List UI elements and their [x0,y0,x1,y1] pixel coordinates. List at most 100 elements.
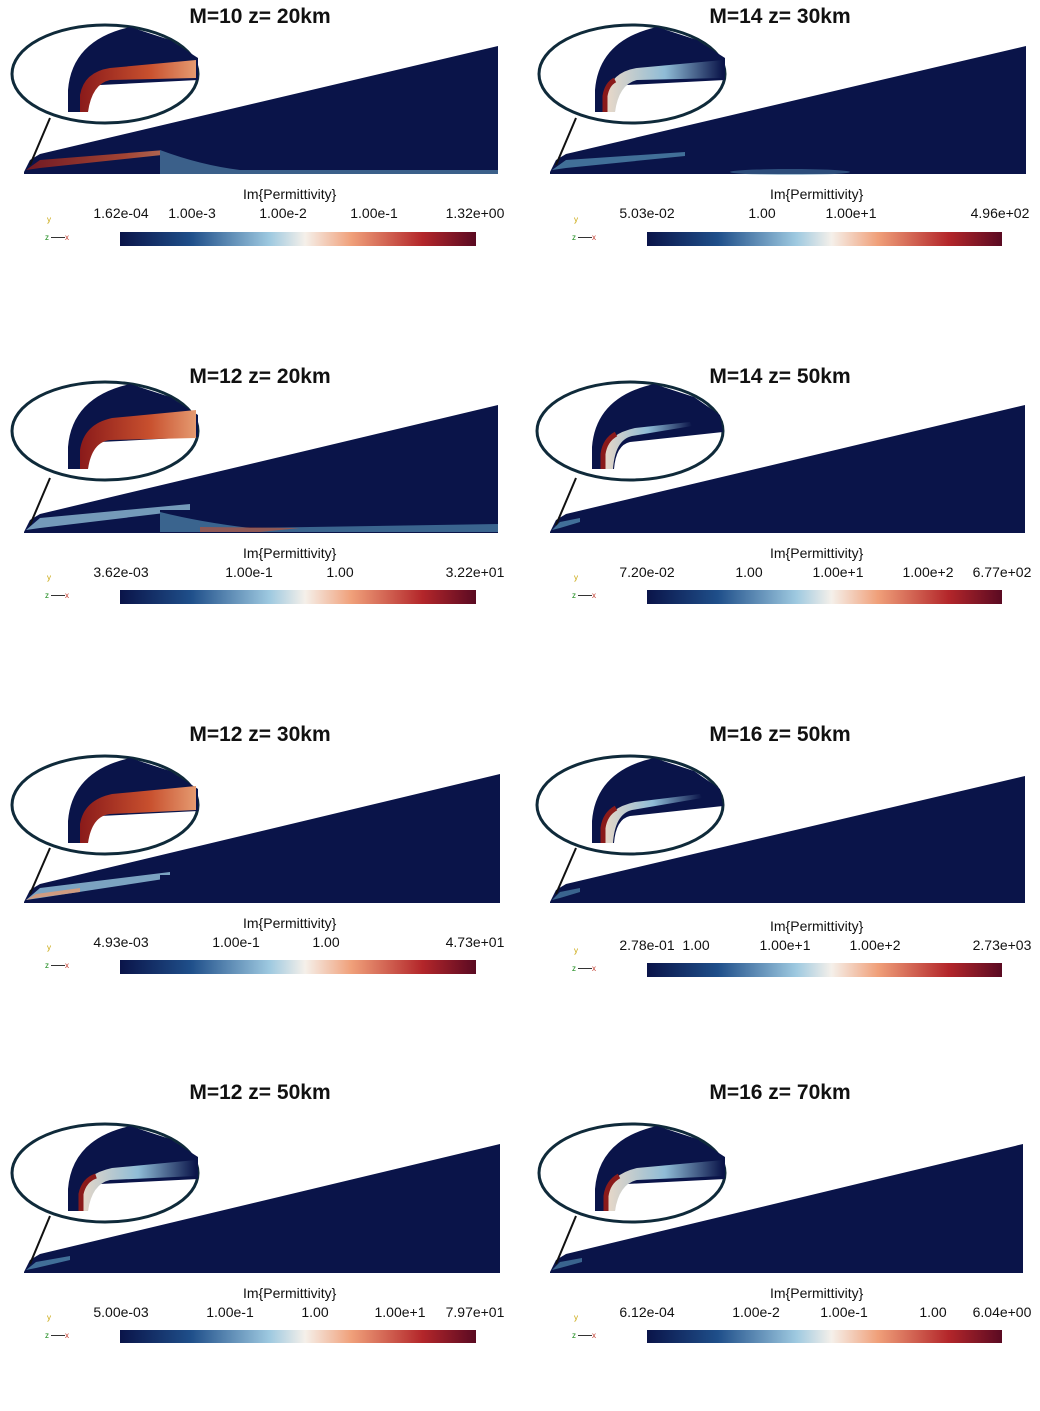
boundary-layer-band [26,504,190,530]
panel-m16-z70: M=16 z= 70km Im{Permittivity} 6.12e-04 1… [520,1076,1040,1411]
colorbar-tick: 1.00e-2 [259,205,307,221]
colorbar-tick: 1.00e-1 [212,934,260,950]
vehicle-body [550,776,1025,903]
vehicle-body [550,405,1025,533]
panel-m10-z20: M=10 z= 20km Im{Permittivity} 1.62e-04 1… [0,0,520,335]
colorbar-tick: 1.62e-04 [93,205,149,221]
field-plot [10,380,498,533]
panel-title: M=14 z= 30km [709,5,851,28]
vehicle-body [24,1144,500,1273]
colorbar-tick: 1.00e-1 [350,205,398,221]
field-plot [537,1122,1023,1273]
panel-m12-z20: M=12 z= 20km Im{Permittivity} 3.62e-03 1… [0,360,520,695]
colorbar-tick: 1.00e+2 [849,937,901,953]
colorbar [647,590,1002,604]
colorbar-tick: 4.93e-03 [93,934,149,950]
colorbar-tick: 7.97e+01 [445,1304,505,1320]
vehicle-body [550,1144,1023,1273]
zoom-leader-line [29,477,51,526]
colorbar-tick: 1.00 [919,1304,947,1320]
colorbar-tick: 2.78e-01 [619,937,675,953]
colorbar-tick: 1.00 [735,564,763,580]
colorbar [647,1330,1002,1343]
panel-m14-z30: M=14 z= 30km Im{Permittivity} 5.03e-02 1… [520,0,1040,335]
colorbar-tick: 6.77e+02 [972,564,1032,580]
colorbar-tick: 1.00e-3 [168,205,216,221]
colorbar [120,232,476,246]
zoom-leader-line [555,1215,577,1265]
colorbar-title: Im{Permittivity} [770,186,864,202]
colorbar-tick: 5.00e-03 [93,1304,149,1320]
colorbar [647,232,1002,246]
zoom-leader-line [29,847,51,895]
colorbar-title: Im{Permittivity} [770,1285,864,1301]
field-plot [535,754,1025,903]
zoom-leader-line [555,847,577,895]
panel-title: M=10 z= 20km [189,5,331,28]
zoom-leader-line [29,117,51,166]
colorbar-tick: 3.22e+01 [445,564,505,580]
field-plot [10,1122,500,1273]
colorbar-tick: 1.00 [312,934,340,950]
panel-title: M=16 z= 70km [709,1081,851,1104]
colorbar-tick: 1.00 [301,1304,329,1320]
panel-m16-z50: M=16 z= 50km Im{Permittivity} 2.78e-01 1… [520,718,1040,1053]
colorbar-tick: 5.03e-02 [619,205,675,221]
colorbar-tick: 4.96e+02 [970,205,1030,221]
colorbar-tick: 6.04e+00 [972,1304,1032,1320]
colorbar-title: Im{Permittivity} [770,918,864,934]
colorbar-tick: 1.00e+2 [902,564,954,580]
panel-m14-z50: M=14 z= 50km Im{Permittivity} 7.20e-02 1… [520,360,1040,695]
panel-m12-z50: M=12 z= 50km Im{Permittivity} 5.00e-03 1… [0,1076,520,1411]
colorbar-tick: 1.00e+1 [812,564,864,580]
colorbar [120,1330,476,1343]
panel-title: M=12 z= 50km [189,1081,331,1104]
colorbar-title: Im{Permittivity} [243,545,337,561]
colorbar-tick: 1.00 [326,564,354,580]
colorbar-tick: 1.00e-1 [225,564,273,580]
colorbar-tick: 1.00e-2 [732,1304,780,1320]
boundary-layer-band [552,152,685,170]
field-plot [10,754,500,903]
panel-title: M=12 z= 30km [189,723,331,746]
colorbar-tick: 7.20e-02 [619,564,675,580]
colorbar-tick: 1.00e-1 [206,1304,254,1320]
panel-title: M=16 z= 50km [709,723,851,746]
colorbar-title: Im{Permittivity} [243,915,337,931]
vehicle-body [24,46,498,174]
colorbar-tick: 1.00e+1 [759,937,811,953]
panel-title: M=14 z= 50km [709,365,851,388]
colorbar-tick: 6.12e-04 [619,1304,675,1320]
colorbar-tick: 1.00e+1 [374,1304,426,1320]
colorbar-tick: 1.00 [748,205,776,221]
colorbar-tick: 1.00 [682,937,710,953]
colorbar-tick: 1.00e+1 [825,205,877,221]
colorbar [647,963,1002,977]
field-plot [537,23,1026,175]
colorbar-title: Im{Permittivity} [770,545,864,561]
boundary-layer-band [26,148,190,170]
colorbar-tick: 4.73e+01 [445,934,505,950]
zoom-leader-line [555,117,577,166]
colorbar [120,960,476,974]
colorbar-title: Im{Permittivity} [243,186,337,202]
vehicle-body [24,405,498,533]
zoom-leader-line [29,1215,51,1265]
colorbar-tick: 1.00e-1 [820,1304,868,1320]
colorbar-title: Im{Permittivity} [243,1285,337,1301]
vehicle-body [24,774,500,903]
colorbar-tick: 2.73e+03 [972,937,1032,953]
panel-m12-z30: M=12 z= 30km Im{Permittivity} 4.93e-03 1… [0,718,520,1053]
field-plot [535,380,1025,533]
zoom-leader-line [555,477,577,526]
field-plot [10,23,498,174]
panel-title: M=12 z= 20km [189,365,331,388]
